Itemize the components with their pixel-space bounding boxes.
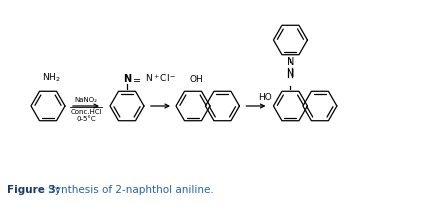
Text: N$^+$Cl$^-$: N$^+$Cl$^-$ (145, 72, 176, 84)
Text: N: N (123, 74, 131, 84)
Text: OH: OH (190, 75, 203, 84)
Text: NH$_2$: NH$_2$ (42, 71, 60, 84)
Text: $=$: $=$ (131, 74, 142, 84)
Text: Conc.HCl: Conc.HCl (70, 109, 102, 115)
Text: HO: HO (257, 93, 271, 102)
Text: 0-5°C: 0-5°C (76, 116, 95, 122)
Text: Synthesis of 2-naphthol aniline.: Synthesis of 2-naphthol aniline. (45, 185, 213, 195)
Text: Figure 3:: Figure 3: (7, 185, 60, 195)
Text: N: N (286, 69, 293, 79)
Text: NaNO₂: NaNO₂ (74, 97, 97, 103)
Text: N: N (286, 57, 293, 67)
